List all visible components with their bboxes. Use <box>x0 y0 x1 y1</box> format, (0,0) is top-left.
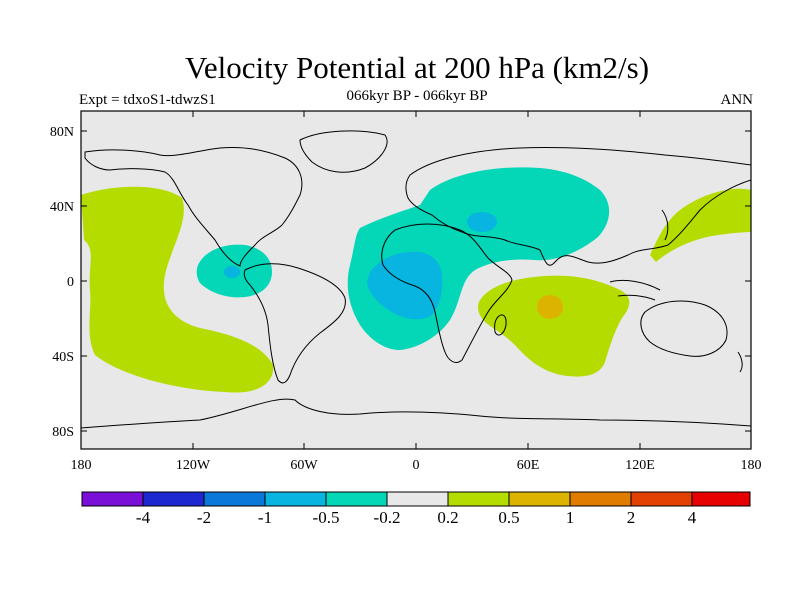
lon-tick-60e: 60E <box>517 458 540 473</box>
lat-tick-0: 0 <box>67 275 74 290</box>
positive-mid-center <box>537 295 563 319</box>
map-title: Velocity Potential at 200 hPa (km2/s) <box>184 50 650 85</box>
lon-tick-120e: 120E <box>625 458 655 473</box>
colorbar-label-6: 0.2 <box>437 508 458 527</box>
period-label: 066kyr BP - 066kyr BP <box>346 88 488 104</box>
colorbar-label-9: 2 <box>627 508 636 527</box>
lat-tick-40s: 40S <box>52 350 74 365</box>
colorbar-label-4: -0.5 <box>313 508 340 527</box>
lat-tick-40n: 40N <box>50 200 74 215</box>
colorbar-box-5 <box>325 491 388 507</box>
colorbar: -4 -2 -1 -0.5 -0.2 0.2 0.5 1 2 4 <box>81 491 751 527</box>
colorbar-label-1: -4 <box>136 508 151 527</box>
lon-tick-60w: 60W <box>290 458 318 473</box>
colorbar-box-1 <box>81 491 144 507</box>
contour-fields <box>81 130 751 429</box>
colorbar-box-3 <box>203 491 266 507</box>
axis-ticks <box>80 111 752 449</box>
season-label: ANN <box>720 92 754 108</box>
negative-mid-mideast <box>467 212 497 232</box>
colorbar-box-10 <box>630 491 693 507</box>
colorbar-label-8: 1 <box>566 508 575 527</box>
coast-north-america <box>84 147 303 267</box>
colorbar-box-9 <box>569 491 632 507</box>
positive-region-pacific-east <box>81 186 274 393</box>
coastlines <box>81 130 751 429</box>
negative-mid-pacific <box>224 266 240 278</box>
coast-africa <box>381 223 513 363</box>
experiment-label: Expt = tdxoS1-tdwzS1 <box>79 92 216 108</box>
lon-tick-180e: 180 <box>741 458 762 473</box>
coast-new-zealand <box>737 351 743 373</box>
colorbar-box-8 <box>508 491 571 507</box>
coast-eurasia <box>405 146 751 266</box>
coast-south-america <box>243 263 346 384</box>
colorbar-box-4 <box>264 491 327 507</box>
lon-tick-120w: 120W <box>176 458 211 473</box>
coast-japan <box>661 209 669 241</box>
coast-australia <box>640 300 728 357</box>
colorbar-label-5: -0.2 <box>374 508 401 527</box>
positive-region-indian-ocean <box>477 275 630 377</box>
colorbar-box-11 <box>691 491 751 507</box>
coast-antarctica <box>81 398 751 429</box>
lon-tick-180w: 180 <box>71 458 92 473</box>
coast-madagascar <box>494 314 507 336</box>
colorbar-box-6 <box>386 491 449 507</box>
lat-tick-80s: 80S <box>52 425 74 440</box>
colorbar-box-2 <box>142 491 205 507</box>
colorbar-label-3: -1 <box>258 508 272 527</box>
colorbar-label-7: 0.5 <box>498 508 519 527</box>
lon-tick-0: 0 <box>413 458 420 473</box>
positive-region-pacific-west <box>650 188 751 262</box>
colorbar-label-2: -2 <box>197 508 211 527</box>
lat-tick-80n: 80N <box>50 125 74 140</box>
colorbar-box-7 <box>447 491 510 507</box>
coast-indonesia <box>609 279 661 301</box>
colorbar-label-10: 4 <box>688 508 697 527</box>
coast-greenland <box>299 130 388 173</box>
